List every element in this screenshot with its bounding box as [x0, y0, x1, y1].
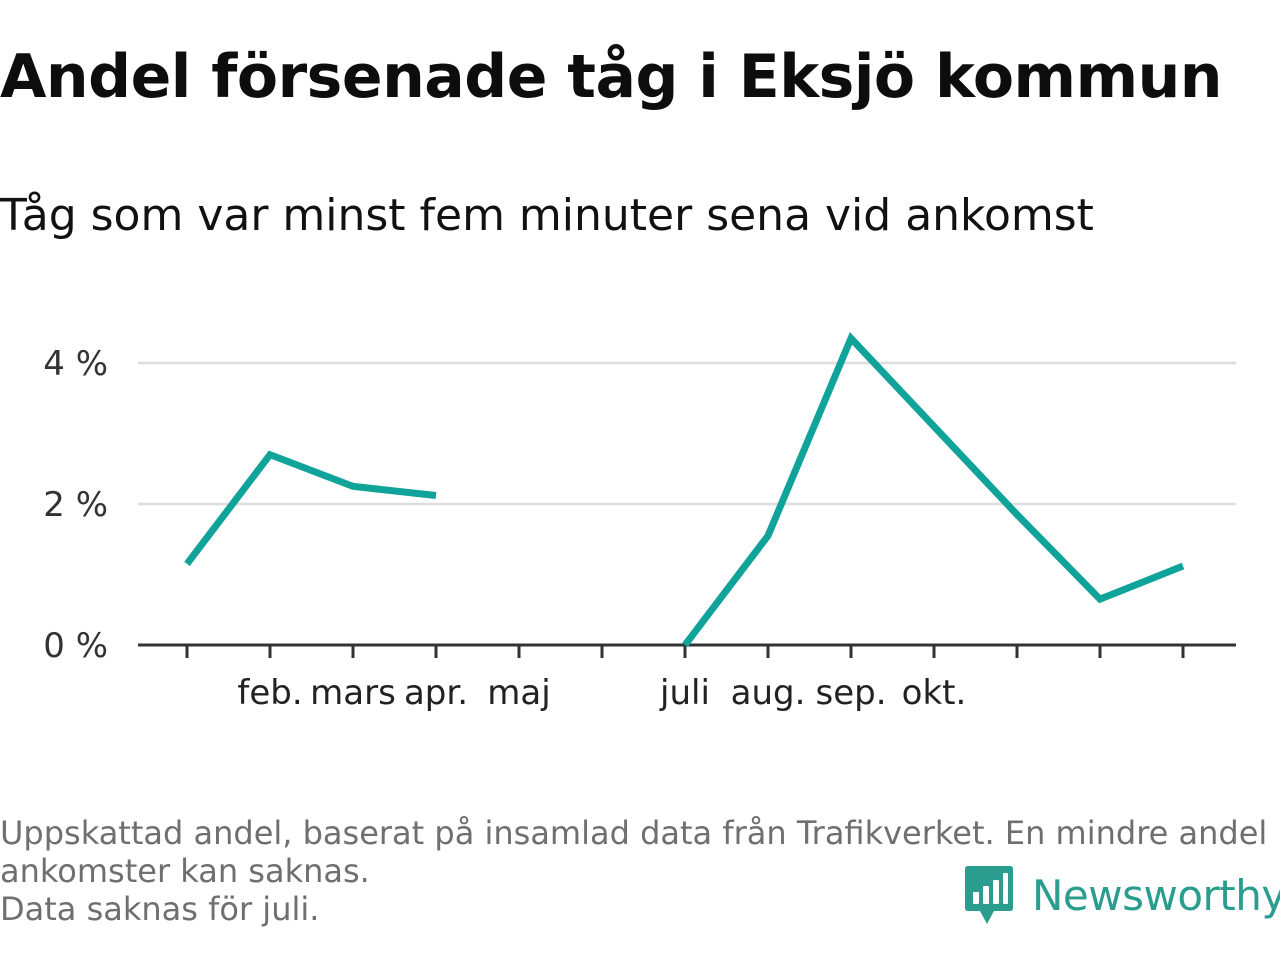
series-line-segment — [682, 332, 1185, 648]
y-tick-label: 0 % — [43, 626, 108, 666]
footer-note-line-2: ankomster kan saknas. — [0, 852, 370, 890]
footer-notes: Uppskattad andel, baserat på insamlad da… — [0, 814, 1270, 928]
chart-title: Andel försenade tåg i Eksjö kommun — [0, 42, 1223, 112]
x-axis-tick-labels: feb. mars apr. maj juli aug. sep. okt. — [237, 673, 966, 713]
brand-logo: Newsworthy — [964, 864, 1280, 926]
y-tick-label: 4 % — [43, 344, 108, 384]
x-tick-label: maj — [487, 673, 550, 713]
y-tick-label: 2 % — [43, 485, 108, 525]
footer-note-line-3: Data saknas för juli. — [0, 890, 320, 928]
x-tick-label: aug. — [731, 673, 806, 713]
x-axis — [138, 643, 1236, 658]
brand-name: Newsworthy — [1032, 870, 1280, 920]
y-axis-tick-labels: 0 % 2 % 4 % — [43, 344, 108, 666]
newsworthy-logo-icon — [965, 866, 1013, 924]
series-lines — [184, 332, 1185, 648]
x-tick-label: feb. — [237, 673, 302, 713]
line-chart: 0 % 2 % 4 % feb. mars apr. maj juli aug. sep. okt… — [43, 332, 1236, 713]
gridlines — [138, 361, 1236, 506]
x-tick-label: apr. — [404, 673, 468, 713]
chart-subtitle: Tåg som var minst fem minuter sena vid a… — [0, 190, 1094, 241]
x-tick-label: mars — [310, 673, 396, 713]
x-tick-label: juli — [659, 673, 710, 713]
series-line-segment — [184, 450, 437, 567]
x-tick-label: okt. — [902, 673, 967, 713]
footer-note-line-1: Uppskattad andel, baserat på insamlad da… — [0, 814, 1268, 852]
x-tick-label: sep. — [815, 673, 886, 713]
